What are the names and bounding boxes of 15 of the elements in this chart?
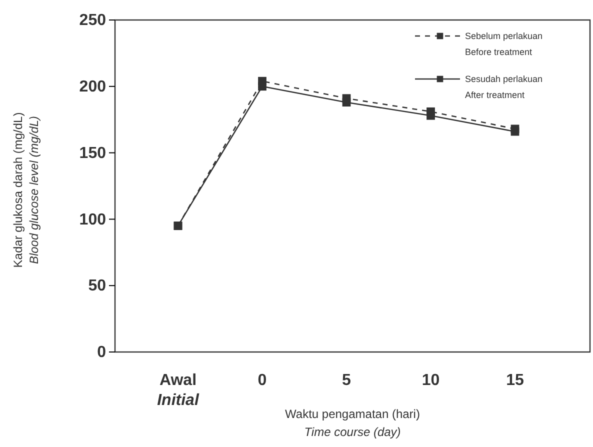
x-tick-label: 10: [422, 372, 440, 389]
legend-label: Sesudah perlakuan After treatment: [465, 74, 543, 100]
legend-label: Sebelum perlakuan Before treatment: [465, 31, 543, 57]
y-axis-title: Kadar glukosa darah (mg/dL) Blood glucose level (mg/dL): [11, 112, 41, 268]
y-tick-label: 150: [79, 144, 106, 162]
x-tick-label: Awal Initial: [157, 372, 200, 409]
y-tick-label: 250: [79, 12, 106, 30]
y-tick-label: 0: [97, 344, 106, 362]
y-tick-label: 50: [88, 278, 106, 295]
y-tick-label: 100: [79, 211, 106, 228]
x-tick-label: 0: [258, 372, 267, 389]
x-axis-title: Waktu pengamatan (hari) Time course (day): [285, 407, 420, 439]
x-tick-label: 5: [342, 372, 352, 389]
y-tick-label: 200: [79, 78, 106, 96]
x-tick-label: 15: [506, 372, 524, 389]
